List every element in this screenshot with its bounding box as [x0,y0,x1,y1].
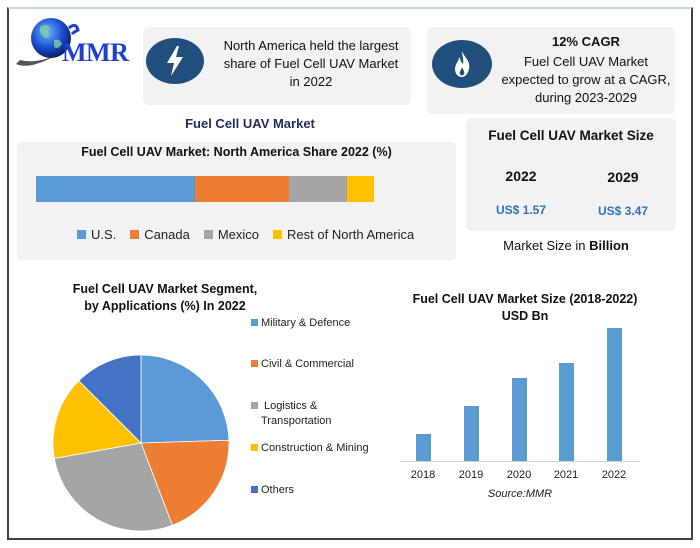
value-2022: US$ 1.57 [495,203,547,217]
pie-legend-civil: Civil & Commercial [251,357,354,372]
pie-legend-construction: Construction & Mining [251,441,369,456]
card-line: during 2023-2029 [535,90,637,105]
card-line: in 2022 [289,74,333,89]
market-size-card: Fuel Cell UAV Market Size 2022 2029 US$ … [466,118,676,231]
source-label: Source:MMR [487,488,553,500]
pie-chart-title: Fuel Cell UAV Market Segment, by Applica… [72,282,258,313]
bar-chart-title: Fuel Cell UAV Market Size (2018-2022) US… [412,292,638,323]
legend-item-mexico: Mexico [203,227,259,242]
swatch [77,230,86,239]
swatch [273,230,283,239]
swatch [251,444,258,451]
globe-icon [16,18,80,66]
value-2029: US$ 3.47 [597,204,649,218]
year-2022: 2022 [505,168,537,184]
pie-slice [140,354,230,444]
swatch [130,230,140,239]
card-line: Fuel Cell UAV Market [523,54,648,69]
section-title: Fuel Cell UAV Market [185,116,315,131]
market-size-title: Fuel Cell UAV Market Size [488,128,654,143]
bar-chart-plot [400,320,640,462]
swatch [251,319,258,326]
pie-slice [53,442,173,532]
lightning-bolt-icon [146,38,204,84]
stacked-bar-segment [194,176,290,202]
stacked-bar-segment [289,176,347,202]
legend-item-us: U.S. [77,227,116,242]
na-share-title: Fuel Cell UAV Market: North America Shar… [81,145,392,159]
pie-legend-others: Others [251,483,294,498]
x-tick-label: 2021 [553,469,579,481]
pie-chart [52,354,230,532]
card-line: North America held the largest [223,38,399,53]
mmr-logo: MMR [14,14,142,76]
bar-2020 [512,378,527,462]
logo-text: MMR [62,38,129,67]
pie-legend-logistics: Logistics & Transportation [251,399,332,429]
x-axis-ticks: 2018 2019 2020 2021 2022 [400,469,640,485]
legend-item-rest: Rest of North America [273,227,414,242]
stacked-bar-segment [346,176,374,202]
pie-slice [140,439,230,526]
market-size-caption: Market Size in Billion [503,238,629,253]
cagr-heading: 12% CAGR [552,34,620,49]
stacked-bar [36,176,374,202]
x-tick-label: 2018 [410,469,436,481]
bar-2018 [416,433,431,462]
pie-slice [52,380,142,459]
legend-item-canada: Canada [130,227,190,242]
pie-slice [78,354,142,444]
card-line: expected to grow at a CAGR, [501,72,671,87]
flame-icon [432,40,492,88]
swatch [203,230,213,239]
highlight-card-north-america: North America held the largest share of … [143,27,411,105]
north-america-share-panel: Fuel Cell UAV Market: North America Shar… [17,142,456,260]
x-axis-line [400,461,640,462]
bar-2019 [464,405,479,462]
stacked-bar-segment [36,176,195,202]
bar-2022 [607,328,622,462]
swatch [251,360,258,367]
na-share-legend: U.S. Canada Mexico Rest of North America [77,227,428,242]
year-2029: 2029 [607,169,639,185]
x-tick-label: 2020 [506,469,532,481]
x-tick-label: 2019 [458,469,484,481]
bar-2021 [559,362,574,462]
x-tick-label: 2022 [601,469,627,481]
highlight-card-cagr: 12% CAGR Fuel Cell UAV Market expected t… [427,27,675,114]
card-line: share of Fuel Cell UAV Market [223,56,399,71]
swatch [251,486,258,493]
swatch [251,402,258,409]
pie-legend-military: Military & Defence [251,316,350,331]
